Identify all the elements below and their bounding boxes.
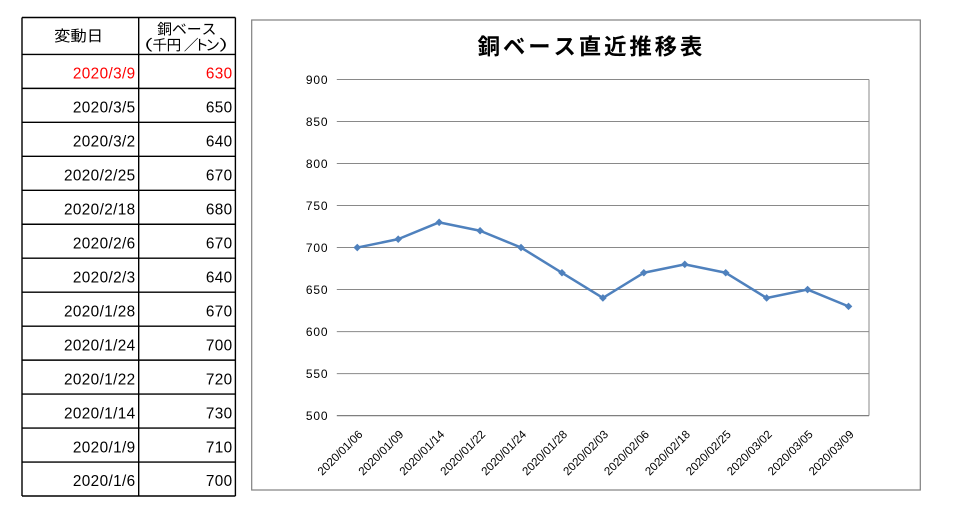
svg-text:650: 650 [206, 100, 233, 117]
svg-text:670: 670 [206, 303, 233, 320]
svg-text:2020/3/2: 2020/3/2 [73, 134, 136, 151]
svg-text:670: 670 [206, 235, 233, 252]
svg-text:2020/2/18: 2020/2/18 [64, 201, 136, 218]
svg-text:720: 720 [206, 371, 233, 388]
svg-text:2020/2/6: 2020/2/6 [73, 235, 136, 252]
svg-text:640: 640 [206, 269, 233, 286]
svg-text:680: 680 [206, 201, 233, 218]
svg-text:600: 600 [306, 325, 328, 339]
svg-text:700: 700 [306, 241, 328, 255]
svg-text:2020/2/25: 2020/2/25 [64, 168, 136, 185]
svg-text:500: 500 [306, 409, 328, 423]
svg-text:800: 800 [306, 157, 328, 171]
svg-text:670: 670 [206, 168, 233, 185]
svg-text:2020/1/22: 2020/1/22 [64, 371, 136, 388]
svg-text:630: 630 [206, 66, 233, 83]
svg-text:700: 700 [206, 337, 233, 354]
svg-text:2020/3/5: 2020/3/5 [73, 100, 136, 117]
svg-text:640: 640 [206, 134, 233, 151]
svg-text:700: 700 [206, 473, 233, 490]
svg-text:2020/3/9: 2020/3/9 [73, 66, 136, 83]
svg-text:650: 650 [306, 283, 328, 297]
svg-text:2020/2/3: 2020/2/3 [73, 269, 136, 286]
svg-text:850: 850 [306, 115, 328, 129]
svg-text:900: 900 [306, 73, 328, 87]
svg-text:2020/1/14: 2020/1/14 [64, 405, 136, 422]
svg-text:2020/1/28: 2020/1/28 [64, 303, 136, 320]
svg-text:2020/1/24: 2020/1/24 [64, 337, 136, 354]
svg-text:2020/1/9: 2020/1/9 [73, 439, 136, 456]
svg-text:730: 730 [206, 405, 233, 422]
svg-text:2020/1/6: 2020/1/6 [73, 473, 136, 490]
svg-text:550: 550 [306, 367, 328, 381]
svg-text:750: 750 [306, 199, 328, 213]
svg-text:710: 710 [206, 439, 233, 456]
